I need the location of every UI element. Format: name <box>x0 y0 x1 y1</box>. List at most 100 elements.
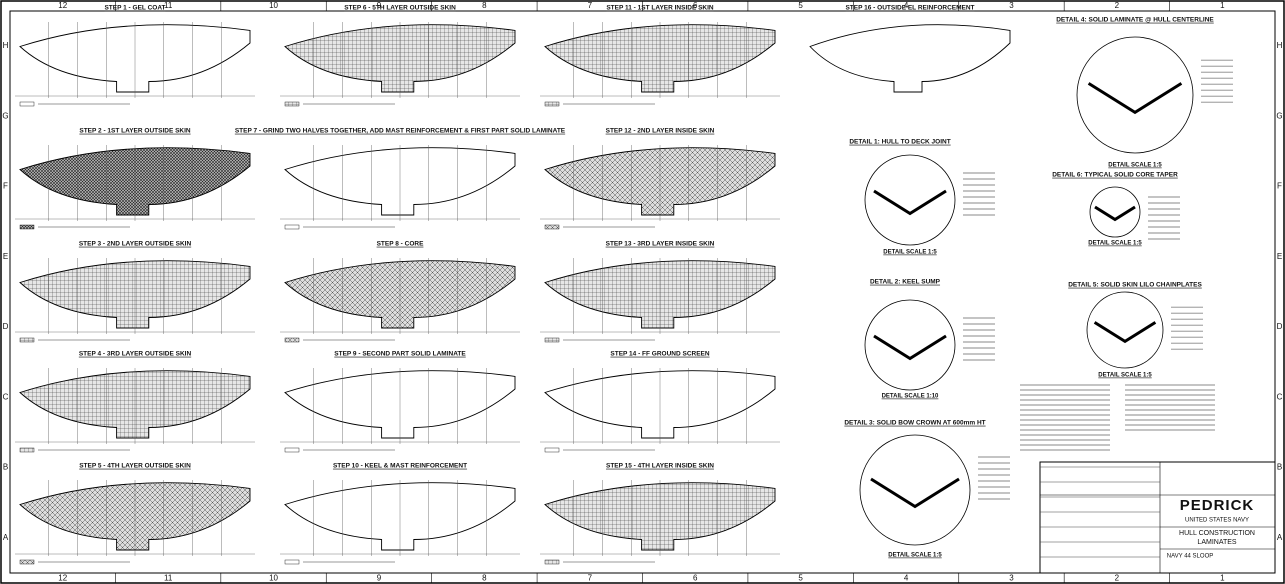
detail-title: DETAIL 3: SOLID BOW CROWN AT 600mm HT <box>844 420 985 427</box>
legend-swatch <box>284 559 300 565</box>
legend-swatch <box>544 224 560 230</box>
title-block <box>1039 461 1276 574</box>
column-label: 4 <box>904 574 909 583</box>
detail-circle <box>864 299 956 391</box>
row-label: A <box>1277 533 1283 542</box>
legend-swatch <box>19 447 35 453</box>
detail-title: DETAIL 5: SOLID SKIN LILO CHAINPLATES <box>1068 282 1202 289</box>
detail-title: DETAIL 4: SOLID LAMINATE @ HULL CENTERLI… <box>1056 17 1214 24</box>
column-label: 8 <box>482 574 487 583</box>
row-label: G <box>2 111 8 120</box>
detail-circle <box>1086 291 1164 369</box>
detail-scale: DETAIL SCALE 1:5 <box>1098 373 1152 379</box>
detail-circle <box>1089 186 1141 238</box>
legend-swatch <box>544 337 560 343</box>
column-label: 12 <box>58 574 67 583</box>
column-label: 11 <box>164 1 173 10</box>
detail-circle <box>1076 36 1194 154</box>
legend-swatch <box>19 559 35 565</box>
column-label: 3 <box>1009 574 1014 583</box>
detail-scale: DETAIL SCALE 1:5 <box>883 250 937 256</box>
detail-scale: DETAIL SCALE 1:5 <box>1108 163 1162 169</box>
column-label: 6 <box>693 1 698 10</box>
step-title: STEP 11 - 1ST LAYER INSIDE SKIN <box>606 5 714 12</box>
step-title: STEP 7 - GRIND TWO HALVES TOGETHER, ADD … <box>235 128 566 135</box>
legend-swatch <box>284 224 300 230</box>
column-label: 7 <box>588 574 593 583</box>
detail-scale: DETAIL SCALE 1:5 <box>888 553 942 559</box>
legend-swatch <box>544 101 560 107</box>
row-label: D <box>3 322 9 331</box>
detail-laminate <box>870 477 960 509</box>
hull-profile <box>809 24 1011 93</box>
row-label: B <box>3 463 8 472</box>
step-title: STEP 2 - 1ST LAYER OUTSIDE SKIN <box>79 128 191 135</box>
step-title: STEP 12 - 2ND LAYER INSIDE SKIN <box>606 128 715 135</box>
column-label: 2 <box>1115 574 1120 583</box>
row-label: G <box>1276 111 1282 120</box>
step-title: STEP 10 - KEEL & MAST REINFORCEMENT <box>333 463 467 470</box>
column-label: 1 <box>1220 574 1225 583</box>
column-label: 9 <box>377 1 382 10</box>
step-title: STEP 16 - OUTSIDE EL REINFORCEMENT <box>845 5 974 12</box>
detail-title: DETAIL 2: KEEL SUMP <box>870 279 941 286</box>
column-label: 6 <box>693 574 698 583</box>
step-title: STEP 1 - GEL COAT <box>104 5 165 12</box>
row-label: B <box>1277 463 1282 472</box>
legend-swatch <box>19 337 35 343</box>
row-label: F <box>1277 182 1282 191</box>
legend-swatch <box>19 224 35 230</box>
hull-profile <box>284 370 516 439</box>
detail-scale: DETAIL SCALE 1:10 <box>882 394 939 400</box>
step-title: STEP 13 - 3RD LAYER INSIDE SKIN <box>606 241 715 248</box>
legend-swatch <box>19 101 35 107</box>
step-title: STEP 4 - 3RD LAYER OUTSIDE SKIN <box>79 351 192 358</box>
step-title: STEP 5 - 4TH LAYER OUTSIDE SKIN <box>79 463 191 470</box>
column-label: 4 <box>904 1 909 10</box>
row-label: E <box>3 252 8 261</box>
detail-circle <box>864 154 956 246</box>
drawing-title: HULL CONSTRUCTION <box>1179 530 1255 537</box>
step-title: STEP 8 - CORE <box>377 241 425 248</box>
detail-scale: DETAIL SCALE 1:5 <box>1088 241 1142 247</box>
row-label: H <box>3 41 9 50</box>
row-label: C <box>1277 392 1283 401</box>
step-title: STEP 15 - 4TH LAYER INSIDE SKIN <box>606 463 714 470</box>
column-label: 11 <box>164 574 173 583</box>
row-label: D <box>1277 322 1283 331</box>
step-title: STEP 14 - FF GROUND SCREEN <box>610 351 710 358</box>
row-label: H <box>1277 41 1283 50</box>
column-label: 9 <box>377 574 382 583</box>
hull-profile <box>284 147 516 216</box>
company-name: PEDRICK <box>1180 497 1255 514</box>
detail-laminate <box>1094 205 1136 222</box>
row-label: F <box>3 182 8 191</box>
row-label: C <box>3 392 9 401</box>
detail-title: DETAIL 1: HULL TO DECK JOINT <box>849 139 950 146</box>
column-label: 5 <box>798 574 803 583</box>
column-label: 2 <box>1115 1 1120 10</box>
hull-profile <box>284 482 516 551</box>
legend-swatch <box>544 447 560 453</box>
detail-circle <box>859 434 971 546</box>
detail-laminate <box>1087 82 1183 115</box>
column-label: 5 <box>798 1 803 10</box>
column-label: 12 <box>58 1 67 10</box>
detail-laminate <box>1093 321 1157 344</box>
detail-title: DETAIL 6: TYPICAL SOLID CORE TAPER <box>1052 172 1178 179</box>
column-label: 1 <box>1220 1 1225 10</box>
client-name: UNITED STATES NAVY <box>1185 518 1249 524</box>
column-label: 10 <box>269 574 278 583</box>
legend-swatch <box>284 101 300 107</box>
row-label: A <box>3 533 9 542</box>
row-label: E <box>1277 252 1282 261</box>
drawing-subtitle: LAMINATES <box>1197 539 1236 546</box>
legend-swatch <box>284 447 300 453</box>
project-name: NAVY 44 SLOOP <box>1167 554 1213 560</box>
detail-laminate <box>873 334 947 361</box>
column-label: 7 <box>588 1 593 10</box>
hull-profile <box>544 370 776 439</box>
step-title: STEP 3 - 2ND LAYER OUTSIDE SKIN <box>79 241 192 248</box>
step-title: STEP 9 - SECOND PART SOLID LAMINATE <box>334 351 466 358</box>
